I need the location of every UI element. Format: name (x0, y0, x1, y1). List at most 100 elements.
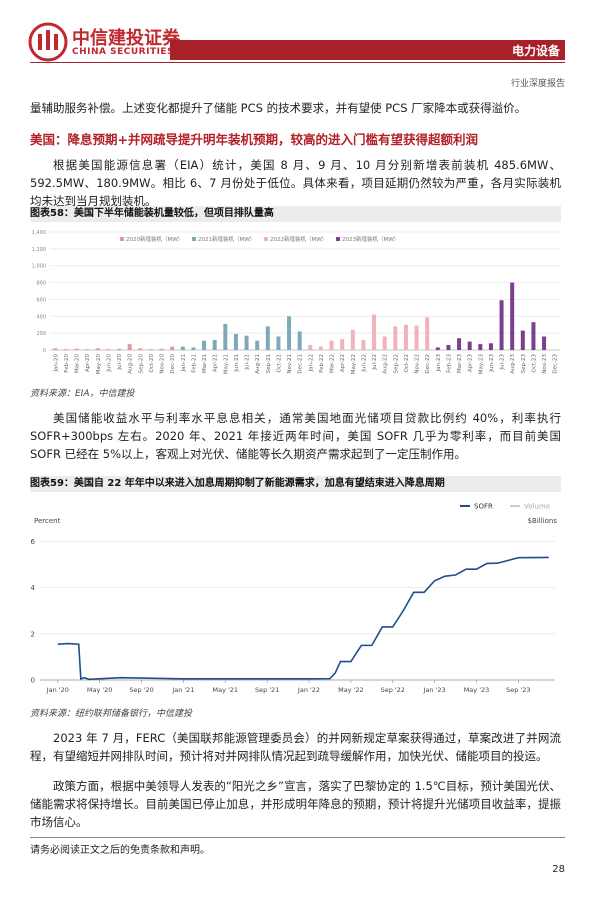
bar (74, 348, 79, 350)
figure-caption: 图表58：美国下半年储能装机量较低，但项目排队量高 (30, 206, 561, 222)
x-tick-label: Jan-21 (181, 354, 187, 372)
bar (488, 343, 493, 350)
bar (53, 348, 58, 350)
x-tick-label: Jan-20 (53, 354, 59, 373)
header-rule (30, 62, 565, 63)
legend-swatch (264, 237, 268, 241)
figure-label: 图表59： (30, 478, 74, 489)
page-number: 28 (552, 864, 565, 875)
bar (63, 349, 68, 350)
bar (382, 336, 387, 350)
header-band (170, 40, 565, 60)
x-tick-label: Oct-23 (531, 354, 537, 373)
x-tick-label: Jul-20 (117, 354, 123, 371)
figure-caption: 图表59：美国自 22 年年中以来进入加息周期抑制了新能源需求，加息有望结束进入… (30, 476, 561, 492)
x-tick-label: Mar-22 (330, 354, 336, 373)
logo-en: CHINA SECURITIES (72, 47, 175, 57)
bar (467, 341, 472, 350)
x-tick-label: Sep-23 (521, 354, 527, 374)
y-tick-label: 1,200 (32, 247, 46, 253)
bar (531, 322, 536, 350)
chart: Percent $Billions 0 2 4 6 Jan '20 May '20 Sep '2… (31, 503, 558, 695)
footer-rule (30, 837, 565, 838)
x-tick-label: Jun-23 (489, 354, 495, 373)
y-tick-label: 0 (43, 348, 46, 354)
bar (478, 344, 483, 350)
x-tick-label: Feb-23 (446, 354, 452, 373)
bar (435, 347, 440, 350)
bar (180, 346, 185, 350)
legend-label: 2023新增装机（MW） (342, 235, 399, 243)
bar (329, 340, 334, 350)
y-tick-label: 200 (36, 331, 46, 337)
x-tick-label: Dec-21 (298, 354, 304, 374)
x-tick-label: Jun-22 (361, 354, 367, 373)
bar (425, 317, 430, 350)
x-tick-label: Sep-22 (393, 354, 399, 373)
x-tick-label: Sep '20 (129, 686, 153, 694)
x-tick-label: Nov-23 (542, 354, 548, 374)
x-tick-label: Oct-20 (149, 354, 155, 373)
x-tick-label: Nov-21 (287, 354, 293, 374)
paragraph: 2023 年 7 月，FERC（美国联邦能源管理委员会）的并网新规定草案获得通过… (30, 731, 561, 763)
figure-source: 资料来源：EIA，中信建投 (30, 389, 135, 399)
bar (170, 346, 175, 350)
x-tick-label: Aug-21 (255, 354, 261, 374)
x-tick-label: Jan '21 (171, 686, 194, 694)
bar (542, 336, 547, 350)
y-tick-label: 800 (36, 281, 46, 287)
y2-axis-label: $Billions (528, 517, 558, 525)
legend-label: 2020新增装机（MW） (126, 235, 183, 243)
x-tick-label: Apr-23 (468, 354, 474, 373)
paragraph: 美国储能收益水平与利率水平息息相关，通常美国地面光储项目贷款比例约 40%，利率… (30, 411, 561, 461)
x-tick-label: Apr-21 (213, 354, 219, 372)
bar (117, 348, 122, 350)
bar (340, 339, 345, 350)
y-tick-label: 2 (31, 630, 35, 638)
x-tick-label: Feb-21 (191, 354, 197, 373)
x-tick-label: Nov-20 (160, 354, 166, 374)
bar (457, 338, 462, 350)
x-tick-label: May '20 (87, 686, 113, 694)
line (57, 556, 549, 681)
legend-swatch (120, 237, 124, 241)
x-tick-label: May '22 (338, 686, 364, 694)
x-tick-label: Jul-22 (372, 354, 378, 371)
x-tick-label: Feb-22 (319, 354, 325, 373)
bar (510, 282, 515, 350)
bar (265, 326, 270, 350)
x-tick-label: Sep '22 (381, 686, 405, 694)
y-tick-label: 0 (31, 677, 35, 685)
bar (159, 348, 164, 350)
bar (276, 336, 281, 350)
sector: 电力设备 (511, 44, 560, 58)
bar (244, 335, 249, 350)
x-tick-label: Jun-20 (106, 354, 112, 373)
figure-title: 美国下半年储能装机量较低，但项目排队量高 (73, 208, 274, 219)
legend-label: Volume (524, 503, 550, 511)
legend-swatch (192, 237, 196, 241)
disclaimer: 请务必阅读正文之后的免责条款和声明。 (30, 845, 210, 856)
x-tick-label: May-22 (351, 354, 357, 374)
bar (350, 329, 355, 350)
bar (191, 347, 196, 350)
logo-icon (28, 22, 68, 62)
x-tick-label: Sep-20 (138, 354, 144, 374)
bar (393, 326, 398, 350)
chart: 0 200 400 600 800 1,000 1,200 1,400 Jan-20 Feb-20… (32, 230, 560, 375)
x-tick-label: Sep-21 (266, 354, 272, 373)
x-tick-label: Jan-23 (436, 354, 442, 373)
x-tick-label: Mar-20 (75, 354, 81, 374)
x-tick-label: Apr-22 (340, 354, 346, 372)
x-tick-label: Mar-21 (202, 354, 208, 373)
bar (212, 339, 217, 350)
x-tick-label: May-23 (478, 354, 484, 375)
bar (446, 344, 451, 350)
bar (297, 331, 302, 350)
report-type: 行业深度报告 (510, 79, 565, 89)
x-tick-label: Jul-21 (245, 354, 251, 371)
y-tick-label: 6 (31, 538, 36, 546)
x-tick-label: Aug-20 (128, 354, 134, 374)
bar (106, 349, 111, 350)
